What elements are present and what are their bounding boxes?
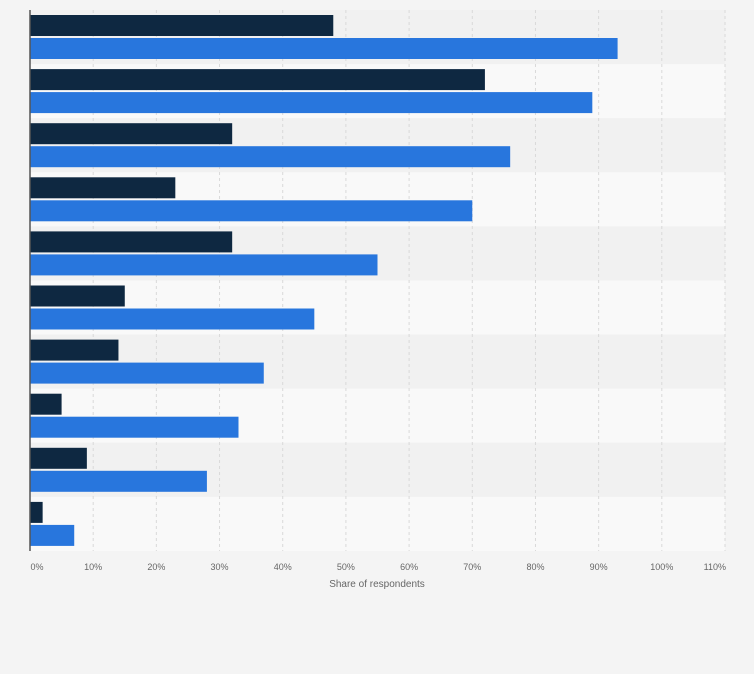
bar-series-2[interactable] [30, 416, 239, 438]
x-tick-labels: 0% 10% 20% 30% 40% 50% 60% 70% 80% 90% 100% 110% [30, 562, 726, 572]
bar-series-2[interactable] [30, 362, 264, 384]
bar-series-1[interactable] [30, 123, 233, 145]
x-axis-label: Share of respondents [329, 579, 425, 590]
x-tick-label: 80% [526, 562, 544, 572]
bar-series-2[interactable] [30, 92, 593, 114]
bar-series-2[interactable] [30, 524, 75, 546]
bar-series-2[interactable] [30, 254, 378, 276]
bar-series-1[interactable] [30, 15, 334, 36]
x-tick-label: 110% [704, 562, 726, 572]
bar-series-1[interactable] [30, 447, 87, 469]
x-tick-label: 100% [650, 562, 673, 572]
bar-series-1[interactable] [30, 501, 43, 523]
x-tick-label: 50% [337, 562, 355, 572]
x-tick-label: 90% [590, 562, 608, 572]
x-tick-label: 30% [211, 562, 229, 572]
bar-series-2[interactable] [30, 200, 473, 222]
x-tick-label: 10% [84, 562, 102, 572]
bar-series-1[interactable] [30, 177, 176, 199]
bar-series-1[interactable] [30, 393, 62, 415]
x-tick-label: 20% [147, 562, 165, 572]
x-tick-label: 70% [463, 562, 481, 572]
bars [30, 15, 618, 546]
bar-series-2[interactable] [30, 146, 511, 168]
bar-series-1[interactable] [30, 231, 233, 253]
row-bands [30, 10, 725, 551]
row-band [30, 496, 725, 551]
bar-series-2[interactable] [30, 470, 207, 492]
bar-series-1[interactable] [30, 339, 119, 361]
x-tick-label: 40% [274, 562, 292, 572]
x-tick-label: 0% [30, 562, 43, 572]
bar-series-1[interactable] [30, 285, 125, 307]
bar-series-2[interactable] [30, 38, 618, 59]
bar-series-2[interactable] [30, 308, 315, 330]
x-tick-label: 60% [400, 562, 418, 572]
bar-series-1[interactable] [30, 69, 485, 91]
